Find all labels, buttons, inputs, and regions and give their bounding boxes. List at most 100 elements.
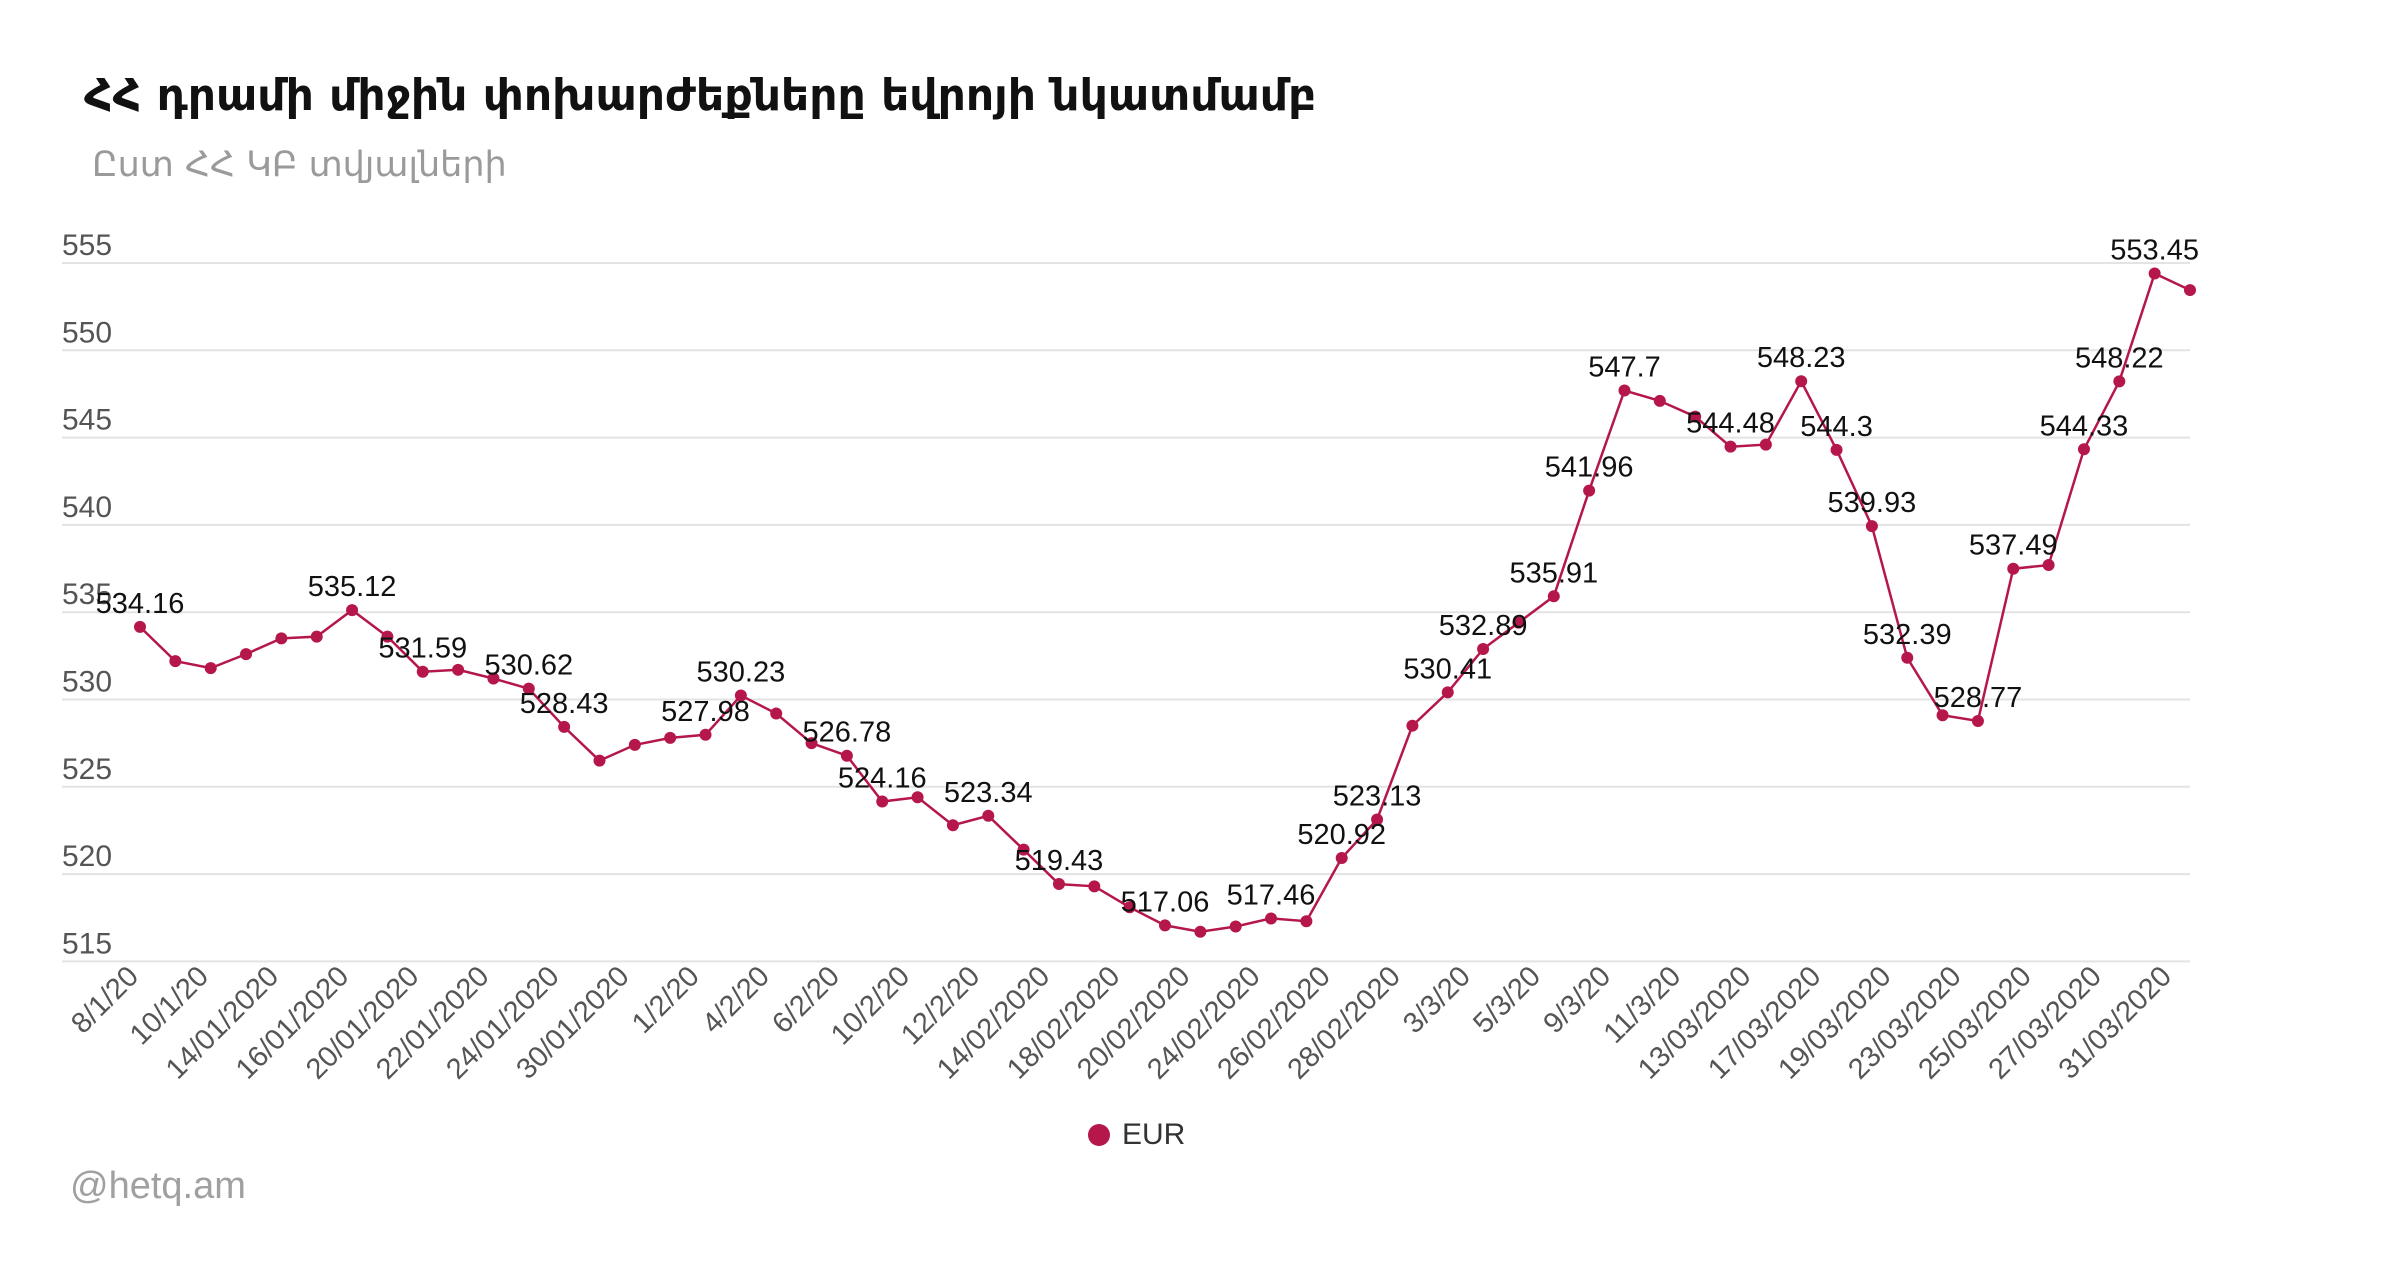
data-point <box>1724 440 1737 453</box>
x-tick-label: 5/3/20 <box>1467 960 1547 1040</box>
data-point <box>1936 709 1949 722</box>
data-label: 548.23 <box>1757 342 1846 374</box>
data-point <box>1194 925 1207 938</box>
data-label: 530.62 <box>484 650 573 682</box>
data-point <box>1477 643 1490 656</box>
y-tick-label: 525 <box>62 753 112 786</box>
legend-label: EUR <box>1122 1118 1186 1151</box>
data-point <box>1512 616 1525 629</box>
data-label: 523.34 <box>944 777 1033 809</box>
data-point <box>240 648 253 661</box>
data-label: 530.41 <box>1403 653 1492 685</box>
data-point <box>1265 912 1278 925</box>
data-point <box>593 754 606 767</box>
data-point <box>346 604 359 617</box>
data-label: 541.96 <box>1545 452 1634 484</box>
x-tick-label: 10/2/20 <box>825 960 916 1051</box>
series-line <box>139 271 2191 933</box>
data-point <box>1547 590 1560 603</box>
data-label: 544.33 <box>2040 410 2129 442</box>
data-point <box>1795 375 1808 388</box>
data-point <box>1865 520 1878 533</box>
data-point <box>1759 438 1772 451</box>
data-point <box>1335 852 1348 865</box>
data-label: 517.46 <box>1227 879 1316 911</box>
data-point <box>1901 651 1914 664</box>
y-tick-label: 520 <box>62 840 112 873</box>
data-label: 531.59 <box>378 633 467 665</box>
data-point <box>2077 443 2090 456</box>
data-label: 528.77 <box>1934 682 2023 714</box>
legend[interactable]: EUR <box>1088 1118 1185 1152</box>
data-point <box>169 655 182 668</box>
data-point <box>1123 901 1136 914</box>
data-point <box>628 738 641 751</box>
data-point <box>558 720 571 733</box>
data-point <box>1971 714 1984 727</box>
data-point <box>134 620 146 633</box>
data-point <box>2184 284 2196 297</box>
gridlines <box>62 262 2190 963</box>
data-point <box>982 809 995 822</box>
x-tick-label: 4/2/20 <box>696 960 776 1040</box>
data-label: 523.13 <box>1333 780 1422 812</box>
data-label: 519.43 <box>1015 845 1104 877</box>
data-label: 544.3 <box>1800 411 1873 443</box>
data-label: 535.12 <box>308 571 397 603</box>
data-point <box>487 672 500 685</box>
chart-subtitle: Ըստ ՀՀ ԿԲ տվյալների <box>92 145 507 185</box>
data-point <box>1229 920 1242 933</box>
y-tick-label: 535 <box>62 578 112 611</box>
data-point <box>2113 375 2126 388</box>
y-tick-label: 515 <box>62 927 112 960</box>
data-label: 528.43 <box>520 688 609 720</box>
y-tick-label: 530 <box>62 666 112 699</box>
data-point <box>699 728 712 741</box>
y-tick-label: 540 <box>62 491 112 524</box>
x-tick-label: 3/3/20 <box>1397 960 1477 1040</box>
data-point <box>275 632 288 645</box>
data-point <box>770 707 783 720</box>
data-point <box>1653 394 1666 407</box>
y-tick-label: 545 <box>62 404 112 437</box>
data-point <box>805 737 818 750</box>
data-label: 547.7 <box>1588 351 1661 383</box>
data-point <box>522 682 535 695</box>
data-point <box>1371 813 1384 826</box>
data-point <box>664 731 677 744</box>
data-point <box>1406 719 1419 732</box>
data-label: 527.98 <box>661 696 750 728</box>
data-point <box>1052 878 1065 891</box>
data-point <box>1830 443 1843 456</box>
data-label: 524.16 <box>838 762 927 794</box>
data-label: 534.16 <box>96 588 185 620</box>
data-label: 530.23 <box>697 656 786 688</box>
data-label: 520.92 <box>1297 819 1386 851</box>
data-point <box>2042 559 2055 572</box>
data-point <box>876 795 889 808</box>
data-point <box>734 689 747 702</box>
data-point <box>1583 484 1596 497</box>
credit: @hetq.am <box>70 1165 246 1207</box>
data-point <box>946 819 959 832</box>
data-label: 553.45 <box>2110 234 2199 266</box>
data-point <box>381 630 394 643</box>
data-point <box>1689 410 1702 423</box>
data-label: 539.93 <box>1828 487 1917 519</box>
data-point <box>1088 880 1101 893</box>
data-point <box>452 663 465 676</box>
chart-title: ՀՀ դրամի միջին փոխարժեքները եվրոյի նկատմ… <box>84 70 1317 121</box>
data-point <box>2148 267 2161 280</box>
data-point <box>2007 562 2020 575</box>
data-point <box>1300 915 1313 928</box>
data-label: 532.39 <box>1863 619 1952 651</box>
data-point <box>911 791 924 804</box>
data-point <box>310 630 323 643</box>
y-axis-ticks: 555 550 545 540 535 530 525 520 515 <box>62 229 112 960</box>
series-eur: 534.16 535.12 531.59 530.62 528.43 527.98 530.… <box>96 234 2199 938</box>
y-tick-label: 550 <box>62 316 112 349</box>
data-point <box>204 662 217 675</box>
data-point <box>840 749 853 762</box>
legend-marker <box>1088 1124 1110 1146</box>
